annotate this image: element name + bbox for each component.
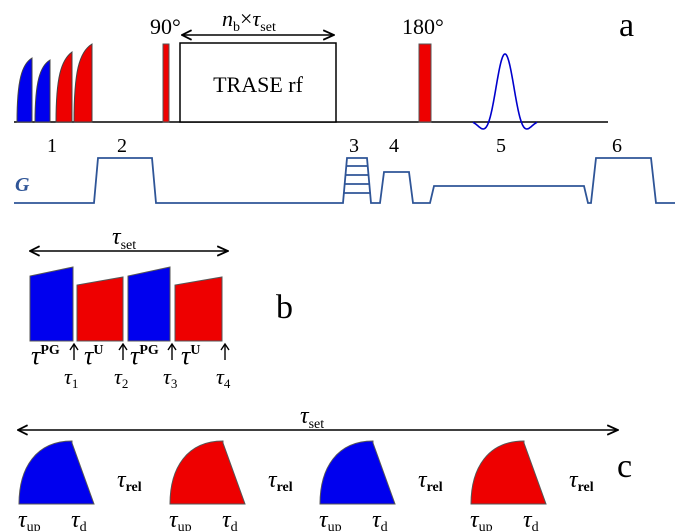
panel-c-tau-set-label: τset — [300, 403, 324, 432]
panel-a: 90° TRASE rf nb×τset 180° a 1 2 3 4 5 6 … — [14, 6, 675, 204]
segment-number-4: 4 — [389, 135, 399, 157]
svg-text:τrel: τrel — [569, 467, 594, 495]
svg-text:τup: τup — [18, 507, 41, 531]
gradient-axis-label: G — [15, 174, 30, 196]
svg-text:τup: τup — [470, 507, 493, 531]
pulse-180-bar — [418, 43, 432, 123]
pulse-90-label: 90° — [150, 14, 181, 39]
svg-text:τd: τd — [372, 507, 388, 531]
segment-number-2: 2 — [117, 135, 127, 157]
pulse-90-bar — [162, 43, 170, 123]
prep-pulse-red-2 — [73, 43, 93, 123]
panel-c-cycle-2-labels: τup τd τrel — [169, 467, 293, 531]
panel-b-tau-u-1: τU — [84, 341, 103, 370]
panel-b-tau-2: τ2 — [114, 364, 128, 391]
panel-b-pulse-u-2 — [174, 276, 223, 342]
svg-text:τrel: τrel — [268, 467, 293, 495]
panel-b-tau-pg-2: τPG — [130, 341, 159, 370]
gradient-waveform — [14, 157, 675, 204]
panel-b-label: b — [276, 289, 293, 326]
panel-c-pulse-3 — [319, 440, 396, 505]
prep-pulse-blue-2 — [34, 59, 51, 123]
panel-b-tau-set-label: τset — [112, 224, 136, 253]
svg-text:τd: τd — [222, 507, 238, 531]
panel-c-pulse-2 — [169, 440, 246, 505]
svg-text:τup: τup — [169, 507, 192, 531]
segment-number-5: 5 — [496, 135, 506, 157]
panel-b-tau-4: τ4 — [216, 364, 231, 391]
panel-b-tau-pg-1: τPG — [31, 341, 60, 370]
panel-b-time-arrows — [69, 342, 230, 360]
svg-text:τrel: τrel — [117, 467, 142, 495]
phase-encode-steps — [343, 165, 371, 194]
panel-b-pulse-pg-1 — [29, 266, 74, 342]
svg-text:τd: τd — [523, 507, 539, 531]
panel-b-tau-1: τ1 — [64, 364, 78, 391]
panel-c-cycle-3-labels: τup τd τrel — [319, 467, 443, 531]
svg-text:τup: τup — [319, 507, 342, 531]
panel-b-pulse-u-1 — [76, 276, 124, 342]
trase-rf-label: TRASE rf — [213, 72, 304, 97]
pulse-180-label: 180° — [402, 14, 444, 39]
nb-duration-label: nb×τset — [222, 6, 276, 35]
trase-rf-box — [179, 42, 337, 123]
segment-number-6: 6 — [612, 135, 622, 157]
panel-b-tau-3: τ3 — [163, 364, 177, 391]
segment-number-3: 3 — [349, 135, 359, 157]
panel-b-tau-u-2: τU — [181, 341, 200, 370]
panel-c-pulse-1 — [18, 440, 95, 505]
panel-a-label: a — [619, 7, 634, 44]
segment-number-1: 1 — [47, 135, 57, 157]
echo-signal-wave — [472, 53, 538, 130]
prep-pulse-red-1 — [55, 51, 73, 123]
prep-pulse-blue-1 — [16, 57, 33, 123]
panel-c: τset τup τd τrel τup τd τrel τup τd τrel… — [18, 403, 632, 531]
panel-b: τset τPG τU τPG τU τ1 τ2 — [30, 224, 293, 391]
panel-c-label: c — [617, 448, 632, 485]
panel-c-cycle-1-labels: τup τd τrel — [18, 467, 142, 531]
panel-c-pulse-4 — [470, 440, 547, 505]
panel-c-cycle-4-labels: τup τd τrel — [470, 467, 594, 531]
panel-b-pulse-pg-2 — [127, 266, 171, 342]
svg-text:τd: τd — [71, 507, 87, 531]
svg-text:τrel: τrel — [418, 467, 443, 495]
